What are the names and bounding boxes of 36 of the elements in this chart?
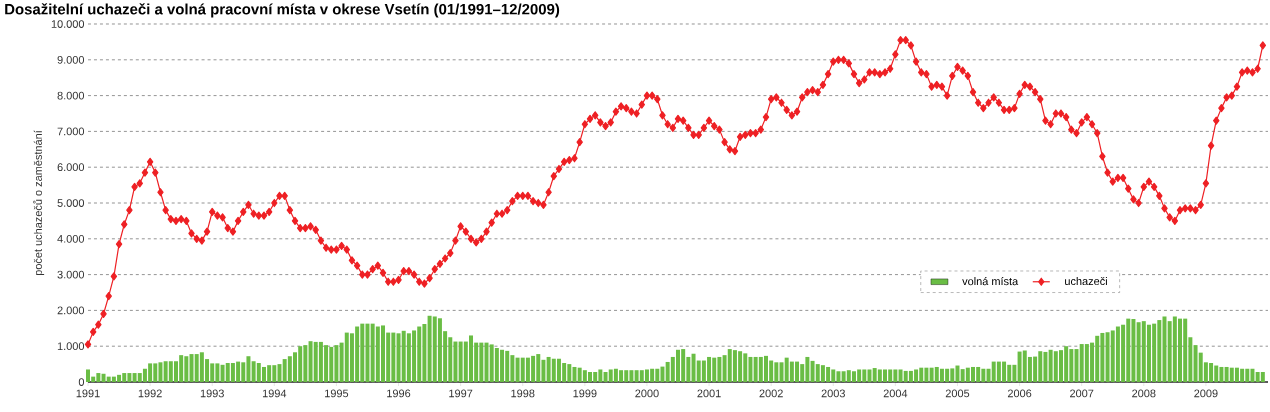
y-tick-label: 9.000 (57, 55, 85, 64)
y-tick-label: 7.000 (57, 127, 85, 136)
y-tick-label: 3.000 (57, 270, 85, 279)
x-tick-label: 1995 (325, 389, 349, 398)
y-tick-label: 6.000 (57, 163, 85, 172)
x-tick-label: 1998 (511, 389, 535, 398)
y-tick-label: 8.000 (57, 91, 85, 100)
y-axis-title: počet uchazečů o zaměstnání (33, 130, 45, 276)
y-tick-label: 4.000 (57, 234, 85, 243)
x-tick-label: 1991 (76, 389, 100, 398)
y-tick-label: 5.000 (57, 199, 85, 207)
bar (86, 369, 91, 382)
legend-label: uchazeči (1065, 277, 1107, 286)
y-tick-label: 10.000 (51, 20, 85, 28)
x-tick-label: 2007 (1070, 389, 1094, 398)
x-tick-label: 2009 (1194, 389, 1218, 398)
x-tick-label: 2006 (1007, 389, 1032, 398)
x-tick-label: 2001 (697, 389, 721, 398)
x-tick-label: 1999 (573, 389, 597, 398)
bar (1260, 371, 1265, 382)
y-tick-label: 1.000 (57, 342, 85, 351)
x-tick-label: 1992 (138, 389, 162, 398)
x-tick-label: 1997 (449, 389, 473, 398)
x-tick-label: 1993 (200, 389, 224, 398)
x-tick-label: 1994 (262, 389, 287, 398)
x-tick-label: 1996 (387, 389, 411, 398)
x-tick-label: 2004 (883, 389, 908, 398)
chart-title: Dosažitelní uchazeči a volná pracovní místa v okrese Vsetín (01/1991–12/2009) (5, 3, 560, 18)
x-tick-label: 2000 (635, 389, 659, 398)
y-tick-label: 0 (78, 378, 85, 386)
x-tick-label: 2002 (759, 389, 783, 398)
x-tick-label: 2003 (821, 389, 845, 398)
y-tick-label: 2.000 (57, 306, 85, 315)
x-tick-label: 2008 (1132, 389, 1156, 398)
x-tick-label: 2005 (945, 389, 970, 398)
legend-label: volná místa (962, 276, 1019, 286)
